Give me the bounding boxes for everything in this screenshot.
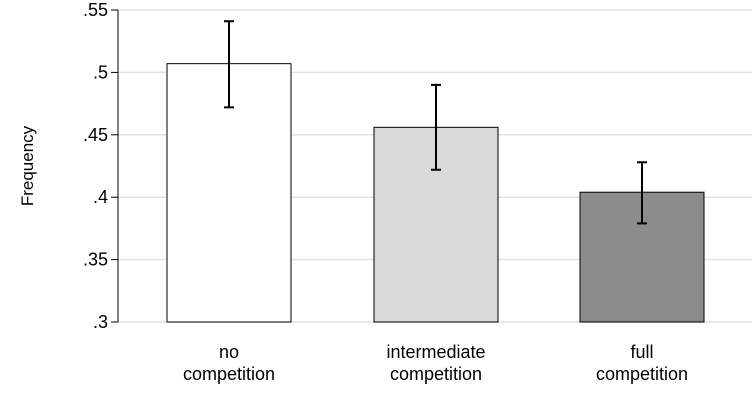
category-label: full [630, 342, 653, 362]
y-tick-label: .5 [93, 62, 108, 82]
category-label: competition [596, 364, 688, 384]
y-tick-label: .35 [83, 250, 108, 270]
category-label: intermediate [386, 342, 485, 362]
y-axis [111, 10, 118, 322]
y-tick-label: .3 [93, 312, 108, 332]
category-label: competition [390, 364, 482, 384]
y-tick-label: .55 [83, 0, 108, 20]
category-label: no [219, 342, 239, 362]
category-label: competition [183, 364, 275, 384]
y-tick-label: .45 [83, 125, 108, 145]
y-tick-label: .4 [93, 187, 108, 207]
y-tick-labels: .3 .35 .4 .45 .5 .55 [83, 0, 108, 332]
y-axis-label: Frequency [18, 125, 37, 206]
category-labels: nocompetitionintermediatecompetitionfull… [183, 342, 688, 384]
